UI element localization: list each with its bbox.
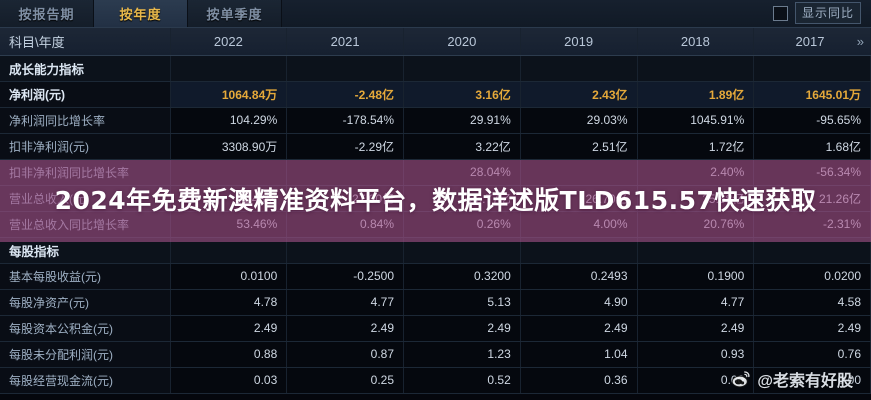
table-row: 扣非净利润(元) 3308.90万 -2.29亿 3.22亿 2.51亿 1.72亿 1.6… [0,133,871,160]
tab-label: 按单季度 [206,6,263,22]
toolbar-right: 显示同比 [772,0,871,27]
row-label: 每股净资产(元) [0,289,171,316]
cell-2018: 0.00 [637,367,755,394]
cell-2019 [520,55,638,82]
cell-2018: 0.93 [637,341,755,368]
tab-by-year[interactable]: 按年度 [94,0,188,27]
cell-2020: 29.91% [403,107,521,134]
promo-banner-text: 2024年免费新澳精准资料平台，数据详述版TLD615.57快速获取 [54,185,817,215]
cell-2020: 3.22亿 [403,133,521,160]
cell-2020: 0.52 [403,367,521,394]
table-row: 每股资本公积金(元) 2.49 2.49 2.49 2.49 2.49 2.49 [0,315,871,342]
tab-label: 按报告期 [18,6,75,22]
table-header-row: 科目\年度 2022 2021 2020 2019 2018 2017 » [0,28,871,56]
row-label: 每股经营现金流(元) [0,367,171,394]
cell-2022: 0.88 [170,341,288,368]
row-label: 成长能力指标 [0,55,171,82]
table-row: 每股经营现金流(元) 0.03 0.25 0.52 0.36 0.00 0.00 [0,367,871,394]
header-year-2017[interactable]: 2017 » [753,28,871,56]
cell-2018: 2.49 [637,315,755,342]
cell-2020: 5.13 [403,289,521,316]
cell-2021: -178.54% [286,107,404,134]
header-corner-cell: 科目\年度 [0,28,171,56]
cell-2022: 4.78 [170,289,288,316]
cell-2020 [403,55,521,82]
cell-2020: 2.49 [403,315,521,342]
row-label: 扣非净利润(元) [0,133,171,160]
tab-label: 按年度 [119,6,162,22]
next-page-chevron-icon[interactable]: » [856,33,864,49]
cell-2018: 1045.91% [637,107,755,134]
cell-2018: 0.1900 [637,263,755,290]
cell-2017: 0.76 [753,341,871,368]
cell-2017: 1.68亿 [753,133,871,160]
row-label: 净利润(元) [0,81,171,108]
header-year-2021[interactable]: 2021 [286,28,404,56]
cell-2019: 2.43亿 [520,81,638,108]
cell-2017: 0.00 [753,367,871,394]
cell-2021: -2.29亿 [286,133,404,160]
cell-2017: -95.65% [753,107,871,134]
cell-2022: 3308.90万 [170,133,288,160]
promo-banner-overlay: 2024年免费新澳精准资料平台，数据详述版TLD615.57快速获取 [0,160,871,242]
cell-2021: -2.48亿 [286,81,404,108]
header-year-2022[interactable]: 2022 [170,28,288,56]
row-label: 每股资本公积金(元) [0,315,171,342]
cell-2019: 1.04 [520,341,638,368]
cell-2022: 1064.84万 [170,81,288,108]
cell-2018: 1.72亿 [637,133,755,160]
cell-2019: 2.51亿 [520,133,638,160]
table-row: 每股净资产(元) 4.78 4.77 5.13 4.90 4.77 4.58 [0,289,871,316]
view-mode-tabbar: 按报告期 按年度 按单季度 显示同比 [0,0,871,28]
row-label: 净利润同比增长率 [0,107,171,134]
tab-by-report-period[interactable]: 按报告期 [0,0,94,27]
row-label: 基本每股收益(元) [0,263,171,290]
cell-2020: 3.16亿 [403,81,521,108]
cell-2021: 4.77 [286,289,404,316]
cell-2022: 2.49 [170,315,288,342]
cell-2021: 2.49 [286,315,404,342]
cell-2017: 2.49 [753,315,871,342]
header-year-2020[interactable]: 2020 [403,28,521,56]
cell-2021: 0.25 [286,367,404,394]
cell-2019: 4.90 [520,289,638,316]
cell-2019: 2.49 [520,315,638,342]
show-yoy-label[interactable]: 显示同比 [794,2,861,24]
table-row: 净利润同比增长率 104.29% -178.54% 29.91% 29.03% 1045.… [0,107,871,134]
cell-2020: 1.23 [403,341,521,368]
cell-2017: 1645.01万 [753,81,871,108]
header-year-label: 2017 [795,33,825,49]
cell-2018: 1.89亿 [637,81,755,108]
cell-2017 [753,55,871,82]
tab-by-single-quarter[interactable]: 按单季度 [188,0,282,27]
cell-2018 [637,55,755,82]
cell-2019: 29.03% [520,107,638,134]
table-row: 每股未分配利润(元) 0.88 0.87 1.23 1.04 0.93 0.76 [0,341,871,368]
cell-2019: 0.36 [520,367,638,394]
cell-2017: 4.58 [753,289,871,316]
cell-2017: 0.0200 [753,263,871,290]
header-year-2018[interactable]: 2018 [637,28,755,56]
show-yoy-checkbox[interactable] [772,5,788,21]
cell-2018: 4.77 [637,289,755,316]
cell-2021: 0.87 [286,341,404,368]
cell-2021 [286,55,404,82]
cell-2022: 0.0100 [170,263,288,290]
cell-2019: 0.2493 [520,263,638,290]
table-section-row: 成长能力指标 [0,55,871,82]
cell-2022: 104.29% [170,107,288,134]
table-row: 净利润(元) 1064.84万 -2.48亿 3.16亿 2.43亿 1.89亿 1645.… [0,81,871,108]
cell-2022: 0.03 [170,367,288,394]
row-label: 每股未分配利润(元) [0,341,171,368]
cell-2020: 0.3200 [403,263,521,290]
header-year-2019[interactable]: 2019 [520,28,638,56]
table-row: 基本每股收益(元) 0.0100 -0.2500 0.3200 0.2493 0.1900… [0,263,871,290]
cell-2021: -0.2500 [286,263,404,290]
cell-2022 [170,55,288,82]
